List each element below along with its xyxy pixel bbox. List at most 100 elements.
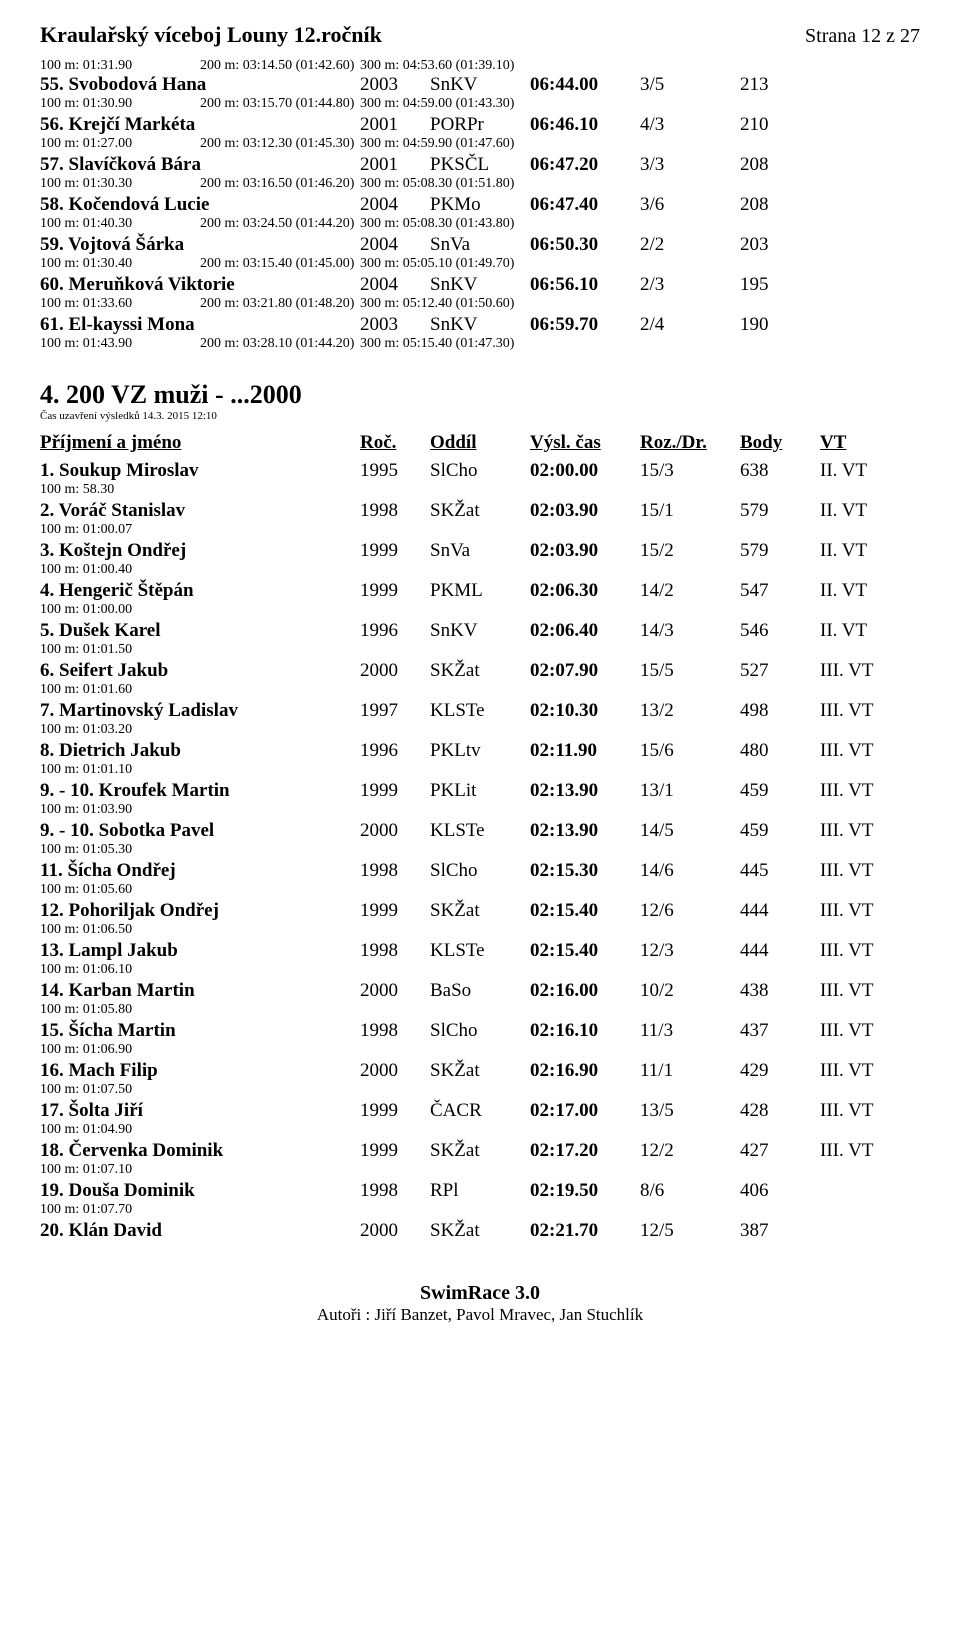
result-splits-row: 100 m: 01:06.50 [40,922,920,938]
result-row: 20. Klán David2000SKŽat02:21.7012/5387 [40,1220,920,1242]
top-results-section: 100 m: 01:31.90200 m: 03:14.50 (01:42.60… [40,58,920,352]
split-cell: 100 m: 01:05.30 [40,842,200,858]
cell-year: 2000 [360,660,430,682]
cell-rd: 2/2 [640,234,740,256]
cell-name: 4. Hengerič Štěpán [40,580,360,602]
cell-vt: III. VT [820,700,900,722]
cell-year: 1999 [360,1100,430,1122]
result-splits-row: 100 m: 01:31.90200 m: 03:14.50 (01:42.60… [40,58,920,74]
cell-rd: 15/5 [640,660,740,682]
cell-name: 13. Lampl Jakub [40,940,360,962]
cell-body: 527 [740,660,820,682]
result-main-row: 60. Meruňková Viktorie2004SnKV06:56.102/… [40,274,920,296]
col-year: Roč. [360,432,430,454]
cell-name: 59. Vojtová Šárka [40,234,360,256]
cell-name: 5. Dušek Karel [40,620,360,642]
cell-rd: 11/3 [640,1020,740,1042]
page-footer: SwimRace 3.0 Autoři : Jiří Banzet, Pavol… [40,1282,920,1325]
result-main-row: 2. Voráč Stanislav1998SKŽat02:03.9015/15… [40,500,920,522]
result-main-row: 8. Dietrich Jakub1996PKLtv02:11.9015/648… [40,740,920,762]
split-cell: 200 m: 03:21.80 (01:48.20) [200,296,360,312]
split-cell: 100 m: 01:30.30 [40,176,200,192]
cell-body: 190 [740,314,820,336]
result-main-row: 59. Vojtová Šárka2004SnVa06:50.302/2203 [40,234,920,256]
cell-time: 02:06.40 [530,620,640,642]
result-main-row: 56. Krejčí Markéta2001PORPr06:46.104/321… [40,114,920,136]
result-row: 56. Krejčí Markéta2001PORPr06:46.104/321… [40,114,920,152]
cell-rd: 3/3 [640,154,740,176]
cell-body: 444 [740,900,820,922]
cell-vt: II. VT [820,540,900,562]
cell-club: KLSTe [430,700,530,722]
cell-name: 20. Klán David [40,1220,360,1242]
result-main-row: 14. Karban Martin2000BaSo02:16.0010/2438… [40,980,920,1002]
cell-club: SnKV [430,274,530,296]
cell-body: 445 [740,860,820,882]
cell-rd: 14/6 [640,860,740,882]
cell-time: 02:15.30 [530,860,640,882]
cell-year: 1999 [360,580,430,602]
cell-club: RPl [430,1180,530,1202]
cell-body: 208 [740,154,820,176]
split-cell: 300 m: 04:59.90 (01:47.60) [360,136,560,152]
split-cell: 100 m: 01:43.90 [40,336,200,352]
cell-time: 02:03.90 [530,500,640,522]
cell-time: 02:16.10 [530,1020,640,1042]
cell-time: 06:56.10 [530,274,640,296]
result-row: 18. Červenka Dominik1999SKŽat02:17.2012/… [40,1140,920,1178]
cell-club: SlCho [430,860,530,882]
cell-time: 02:15.40 [530,940,640,962]
result-splits-row: 100 m: 01:05.30 [40,842,920,858]
cell-vt: III. VT [820,740,900,762]
result-splits-row: 100 m: 01:00.40 [40,562,920,578]
page-container: Kraulařský víceboj Louny 12.ročník Stran… [0,0,960,1365]
cell-year: 2000 [360,1220,430,1242]
cell-body: 438 [740,980,820,1002]
cell-rd: 3/6 [640,194,740,216]
cell-rd: 15/6 [640,740,740,762]
result-main-row: 9. - 10. Sobotka Pavel2000KLSTe02:13.901… [40,820,920,842]
result-splits-row: 100 m: 01:27.00200 m: 03:12.30 (01:45.30… [40,136,920,152]
cell-body: 428 [740,1100,820,1122]
cell-year: 1998 [360,940,430,962]
split-cell: 200 m: 03:12.30 (01:45.30) [200,136,360,152]
result-splits-row: 100 m: 01:01.10 [40,762,920,778]
cell-time: 02:00.00 [530,460,640,482]
cell-body: 429 [740,1060,820,1082]
result-main-row: 13. Lampl Jakub1998KLSTe02:15.4012/3444I… [40,940,920,962]
result-splits-row: 100 m: 01:30.30200 m: 03:16.50 (01:46.20… [40,176,920,192]
cell-year: 2000 [360,980,430,1002]
cell-vt: III. VT [820,980,900,1002]
cell-year: 2004 [360,274,430,296]
result-row: 58. Kočendová Lucie2004PKMo06:47.403/620… [40,194,920,232]
cell-time: 02:10.30 [530,700,640,722]
result-splits-row: 100 m: 01:00.07 [40,522,920,538]
result-row: 11. Šícha Ondřej1998SlCho02:15.3014/6445… [40,860,920,898]
result-main-row: 6. Seifert Jakub2000SKŽat02:07.9015/5527… [40,660,920,682]
cell-club: SnKV [430,314,530,336]
cell-body: 195 [740,274,820,296]
result-splits-row: 100 m: 01:01.50 [40,642,920,658]
result-splits-row: 100 m: 01:33.60200 m: 03:21.80 (01:48.20… [40,296,920,312]
split-cell: 200 m: 03:28.10 (01:44.20) [200,336,360,352]
result-splits-row: 100 m: 01:00.00 [40,602,920,618]
result-main-row: 16. Mach Filip2000SKŽat02:16.9011/1429II… [40,1060,920,1082]
cell-year: 2000 [360,1060,430,1082]
split-cell: 200 m: 03:14.50 (01:42.60) [200,58,360,74]
cell-vt: III. VT [820,940,900,962]
cell-time: 02:17.00 [530,1100,640,1122]
result-main-row: 9. - 10. Kroufek Martin1999PKLit02:13.90… [40,780,920,802]
split-cell: 100 m: 01:00.40 [40,562,200,578]
result-row: 8. Dietrich Jakub1996PKLtv02:11.9015/648… [40,740,920,778]
cell-vt: III. VT [820,1060,900,1082]
cell-vt: III. VT [820,660,900,682]
split-cell: 100 m: 01:07.70 [40,1202,200,1218]
cell-time: 02:16.90 [530,1060,640,1082]
result-row: 2. Voráč Stanislav1998SKŽat02:03.9015/15… [40,500,920,538]
result-main-row: 55. Svobodová Hana2003SnKV06:44.003/5213 [40,74,920,96]
split-cell: 200 m: 03:24.50 (01:44.20) [200,216,360,232]
cell-club: SnVa [430,234,530,256]
split-cell: 300 m: 05:05.10 (01:49.70) [360,256,560,272]
cell-year: 1996 [360,740,430,762]
split-cell: 100 m: 01:03.90 [40,802,200,818]
